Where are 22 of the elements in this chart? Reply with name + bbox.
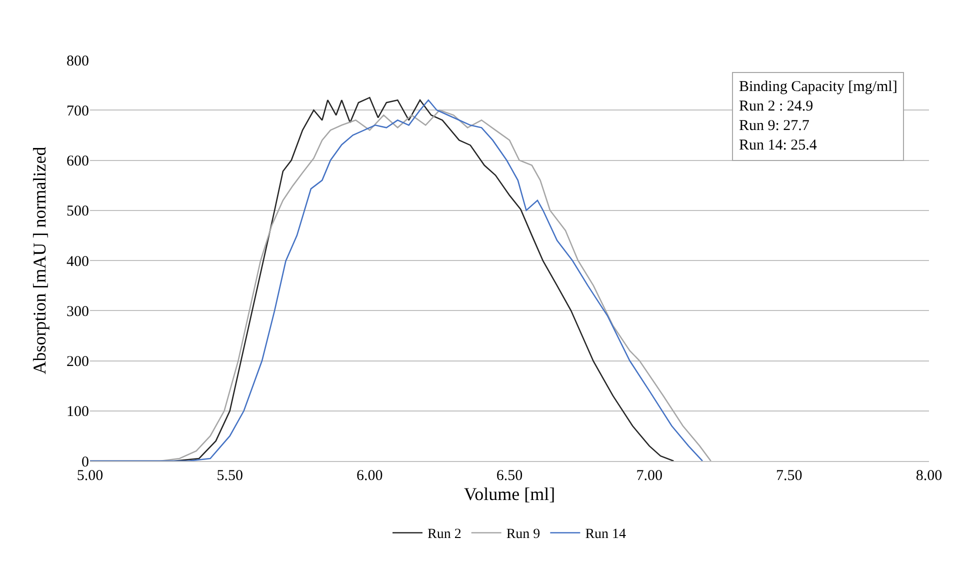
y-tick-label: 400 bbox=[66, 254, 89, 270]
x-tick-label: 8.00 bbox=[916, 468, 942, 484]
x-tick-label: 6.50 bbox=[496, 468, 523, 484]
x-axis-title: Volume [ml] bbox=[464, 484, 556, 504]
legend-label: Run 9 bbox=[506, 527, 540, 542]
y-tick-label: 700 bbox=[66, 103, 89, 120]
x-tick-label: 5.50 bbox=[216, 468, 243, 484]
legend-label: Run 14 bbox=[585, 527, 626, 542]
x-tick-label: 7.50 bbox=[776, 468, 802, 484]
x-tick-label: 5.00 bbox=[76, 468, 104, 484]
y-tick-label: 600 bbox=[66, 154, 89, 170]
y-tick-label: 100 bbox=[66, 404, 89, 420]
x-tick-label: 6.00 bbox=[356, 468, 383, 484]
y-tick-label: 300 bbox=[66, 304, 89, 320]
y-tick-label: 500 bbox=[66, 204, 89, 220]
y-axis-title: Absorption [mAU ] normalized bbox=[30, 146, 50, 374]
y-tick-label: 200 bbox=[66, 354, 89, 370]
legend-label: Run 2 bbox=[428, 527, 462, 542]
annotation: Binding Capacity [mg/ml] Run 2 : 24.9 Run 9: 27.7 Run 14: 25.4 bbox=[739, 79, 898, 154]
y-tick-label: 800 bbox=[66, 53, 89, 70]
y-tick-label: 0 bbox=[82, 454, 89, 470]
x-tick-label: 7.00 bbox=[636, 468, 662, 484]
